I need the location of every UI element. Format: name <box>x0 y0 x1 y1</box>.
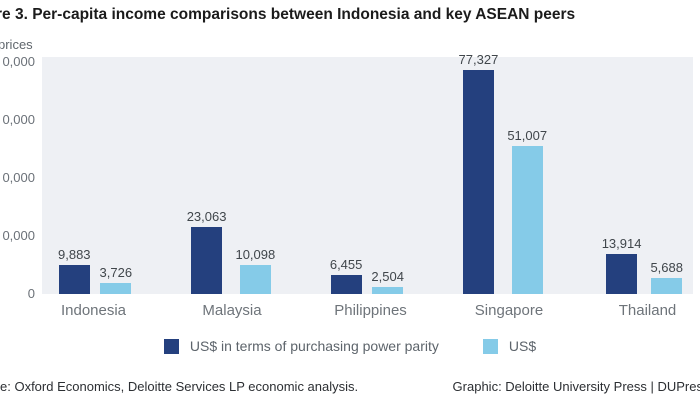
bar-groups: 9,883 3,726 23,063 10,098 6,455 2,504 77,327 51… <box>42 52 693 294</box>
bar-ppp-malaysia <box>191 227 223 294</box>
bar-wrap: 13,914 <box>601 236 642 294</box>
bar-value-label: 10,098 <box>235 247 276 262</box>
bar-value-label: 6,455 <box>329 257 363 272</box>
bar-ppp-philippines <box>330 275 362 294</box>
bar-ppp-singapore <box>462 70 494 294</box>
x-axis-label-indonesia: Indonesia <box>60 302 127 319</box>
bar-wrap: 10,098 <box>235 247 275 294</box>
bar-wrap: 9,883 <box>58 247 91 294</box>
legend-label: US$ in terms of purchasing power parity <box>189 338 439 354</box>
bar-group-malaysia: 23,063 10,098 <box>186 209 275 294</box>
bar-wrap: 5,688 <box>650 260 683 294</box>
plot-area: 9,883 3,726 23,063 10,098 6,455 2,504 77,327 51… <box>42 52 693 294</box>
bar-wrap: 3,726 <box>99 265 133 294</box>
figure-title: re 3. Per-capita income comparisons betw… <box>0 6 576 23</box>
bar-usd-indonesia <box>100 283 132 294</box>
bar-group-indonesia: 9,883 3,726 <box>58 247 132 294</box>
bar-usd-philippines <box>372 287 404 294</box>
legend-item-usd: US$ <box>482 338 537 354</box>
legend-label: US$ <box>508 338 537 354</box>
bar-group-singapore: 77,327 51,007 <box>458 52 547 294</box>
bar-value-label: 13,914 <box>601 236 642 251</box>
legend-swatch-usd <box>482 338 498 354</box>
y-tick-label: 0,000 <box>2 228 35 243</box>
bar-ppp-indonesia <box>58 265 90 294</box>
y-axis-unit-label: prices <box>0 37 33 52</box>
legend-swatch-ppp <box>163 338 179 354</box>
y-tick-label: 0,000 <box>2 170 35 185</box>
bar-ppp-thailand <box>606 254 638 294</box>
y-tick-label: 0,000 <box>2 112 35 127</box>
bar-wrap: 51,007 <box>507 128 547 294</box>
bar-value-label: 23,063 <box>186 209 227 224</box>
bar-usd-thailand <box>651 278 683 294</box>
graphic-credit: Graphic: Deloitte University Press | DUP… <box>452 379 700 394</box>
bar-wrap: 77,327 <box>458 52 499 294</box>
bar-usd-malaysia <box>239 265 271 294</box>
bar-wrap: 6,455 <box>329 257 363 294</box>
bar-value-label: 5,688 <box>650 260 683 275</box>
x-axis-label-thailand: Thailand <box>618 302 677 319</box>
bar-value-label: 9,883 <box>58 247 91 262</box>
bar-chart: 9,883 3,726 23,063 10,098 6,455 2,504 77,327 51… <box>0 52 700 327</box>
bar-usd-singapore <box>511 146 543 294</box>
chart-legend: US$ in terms of purchasing power parity U… <box>0 338 700 354</box>
footer: e: Oxford Economics, Deloitte Services L… <box>0 379 700 394</box>
y-axis-ticks: 0,000 0,000 0,000 0,000 0 <box>0 54 35 301</box>
bar-value-label: 51,007 <box>507 128 548 143</box>
bar-value-label: 77,327 <box>458 52 499 67</box>
x-axis-label-philippines: Philippines <box>334 302 407 319</box>
y-tick-label: 0 <box>27 286 35 301</box>
bar-wrap: 2,504 <box>371 269 404 294</box>
x-axis-label-singapore: Singapore <box>474 302 544 319</box>
bar-value-label: 2,504 <box>371 269 404 284</box>
bar-wrap: 23,063 <box>186 209 227 294</box>
x-axis-label-malaysia: Malaysia <box>202 302 262 319</box>
x-axis-labels: Indonesia Malaysia Philippines Singapore Tha… <box>42 302 693 319</box>
y-tick-label: 0,000 <box>2 54 35 69</box>
bar-value-label: 3,726 <box>99 265 133 280</box>
bar-group-philippines: 6,455 2,504 <box>330 257 404 294</box>
source-note: e: Oxford Economics, Deloitte Services L… <box>0 379 359 394</box>
legend-item-ppp: US$ in terms of purchasing power parity <box>163 338 439 354</box>
bar-group-thailand: 13,914 5,688 <box>602 236 683 294</box>
